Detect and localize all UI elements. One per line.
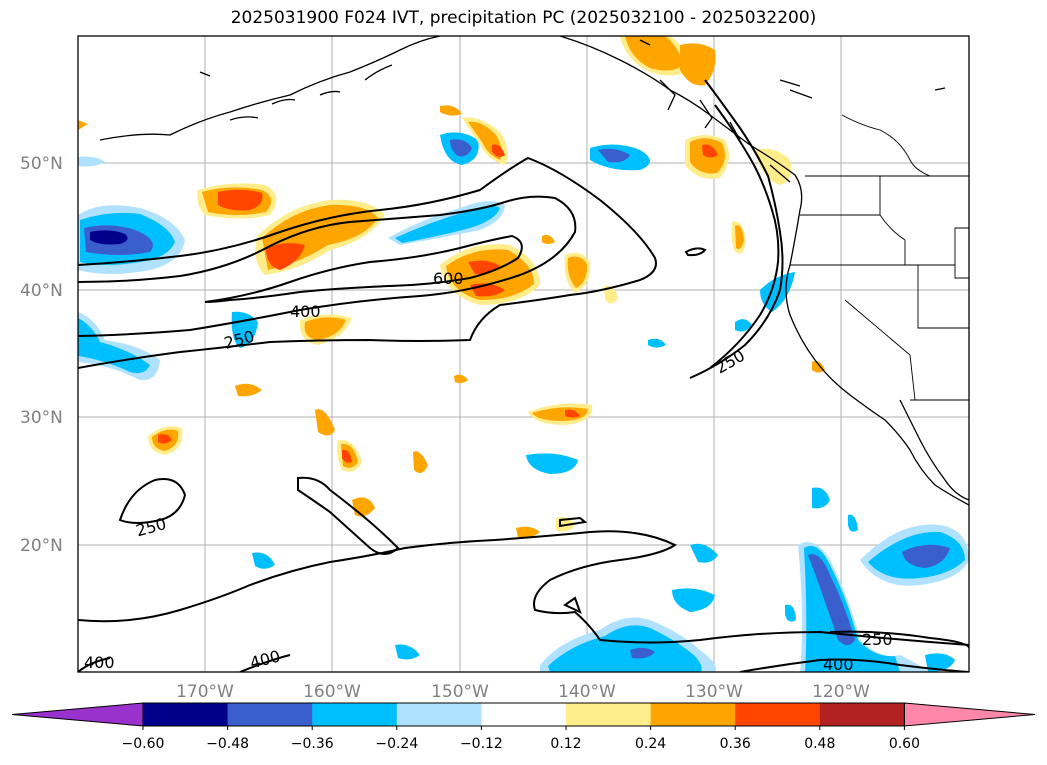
contour-250-east-inner [709,104,780,369]
contour-label-400-a: 400 [84,653,115,672]
contour-label-400: 400 [290,302,321,321]
colorbar-tick-label: 0.24 [635,736,666,752]
colorbar-tick-label: 0.36 [720,736,751,752]
colorbar-segment [819,703,905,726]
lon-label-160w: 160°W [303,682,361,702]
colorbar-tick-label: 0.60 [889,736,920,752]
lon-label-140w: 140°W [558,682,616,702]
colorbar-tick-label: −0.24 [375,736,418,752]
lon-label-150w: 150°W [431,682,489,702]
contour-250-se [829,630,969,649]
contour-label-250-a: 250 [222,327,256,353]
contour-label-250-b: 250 [712,346,748,378]
longitude-labels: 170°W 160°W 150°W 140°W 130°W 120°W [176,682,870,702]
colorbar-segment [735,703,821,726]
contour-250-east [689,79,784,379]
colorbar-tick-label: −0.48 [206,736,249,752]
map-title: 2025031900 F024 IVT, precipitation PC (2… [230,8,817,28]
colorbar-tick-label: −0.36 [291,736,334,752]
contour-400-south [78,530,969,646]
colorbar-extend-low [11,702,144,727]
lat-label-50n: 50°N [20,154,63,174]
colorbar-segment [650,703,736,726]
lat-label-20n: 20°N [20,536,63,556]
colorbar-outline [142,702,905,727]
neg-patch-140w-27n [526,453,578,474]
lon-label-130w: 130°W [685,682,743,702]
contour-250-main [78,156,657,369]
colorbar-extend-high [903,702,1036,727]
colorbar: −0.60 −0.48 −0.36 −0.24 −0.12 0.12 0.24 0.36 0.4… [11,702,1036,752]
colorbar-tick-label: 0.48 [804,736,835,752]
lat-label-30n: 30°N [20,408,63,428]
colorbar-segment [143,703,229,726]
colorbar-segment [481,703,567,726]
latitude-labels: 50°N 40°N 30°N 20°N [20,154,63,556]
positive-anomaly-patches [78,36,825,539]
map-area: 600 400 250 250 250 400 400 250 400 [78,36,969,674]
colorbar-segment [312,703,398,726]
contour-400-main [78,195,577,337]
colorbar-tick-label: −0.12 [460,736,503,752]
contour-label-250-c: 250 [134,514,168,540]
contour-250-south [118,478,187,524]
contour-400-west-loop [297,476,400,555]
lat-label-40n: 40°N [20,281,63,301]
ivt-contours [78,79,969,672]
political-borders [790,114,969,401]
contour-label-600: 600 [433,269,464,288]
colorbar-segment [396,703,482,726]
map-frame [77,35,970,673]
contour-label-250-d: 250 [862,630,893,649]
neg-patch-130w-15n [672,588,715,612]
colorbar-segment [566,703,652,726]
colorbar-tick-label: 0.12 [550,736,581,752]
contour-600 [204,234,523,303]
contour-400-se [739,658,969,672]
contour-label-400-b: 400 [248,646,282,672]
lon-label-170w: 170°W [176,682,234,702]
lon-label-120w: 120°W [812,682,870,702]
baja-coast [899,399,969,501]
washington-oregon [800,176,881,216]
bc-coast [559,36,969,506]
contour-label-400-c: 400 [823,655,854,674]
colorbar-segment [227,703,313,726]
negative-anomaly-patches [78,132,969,672]
alaska-coast [99,36,441,141]
colorbar-tick-label: −0.60 [122,736,165,752]
